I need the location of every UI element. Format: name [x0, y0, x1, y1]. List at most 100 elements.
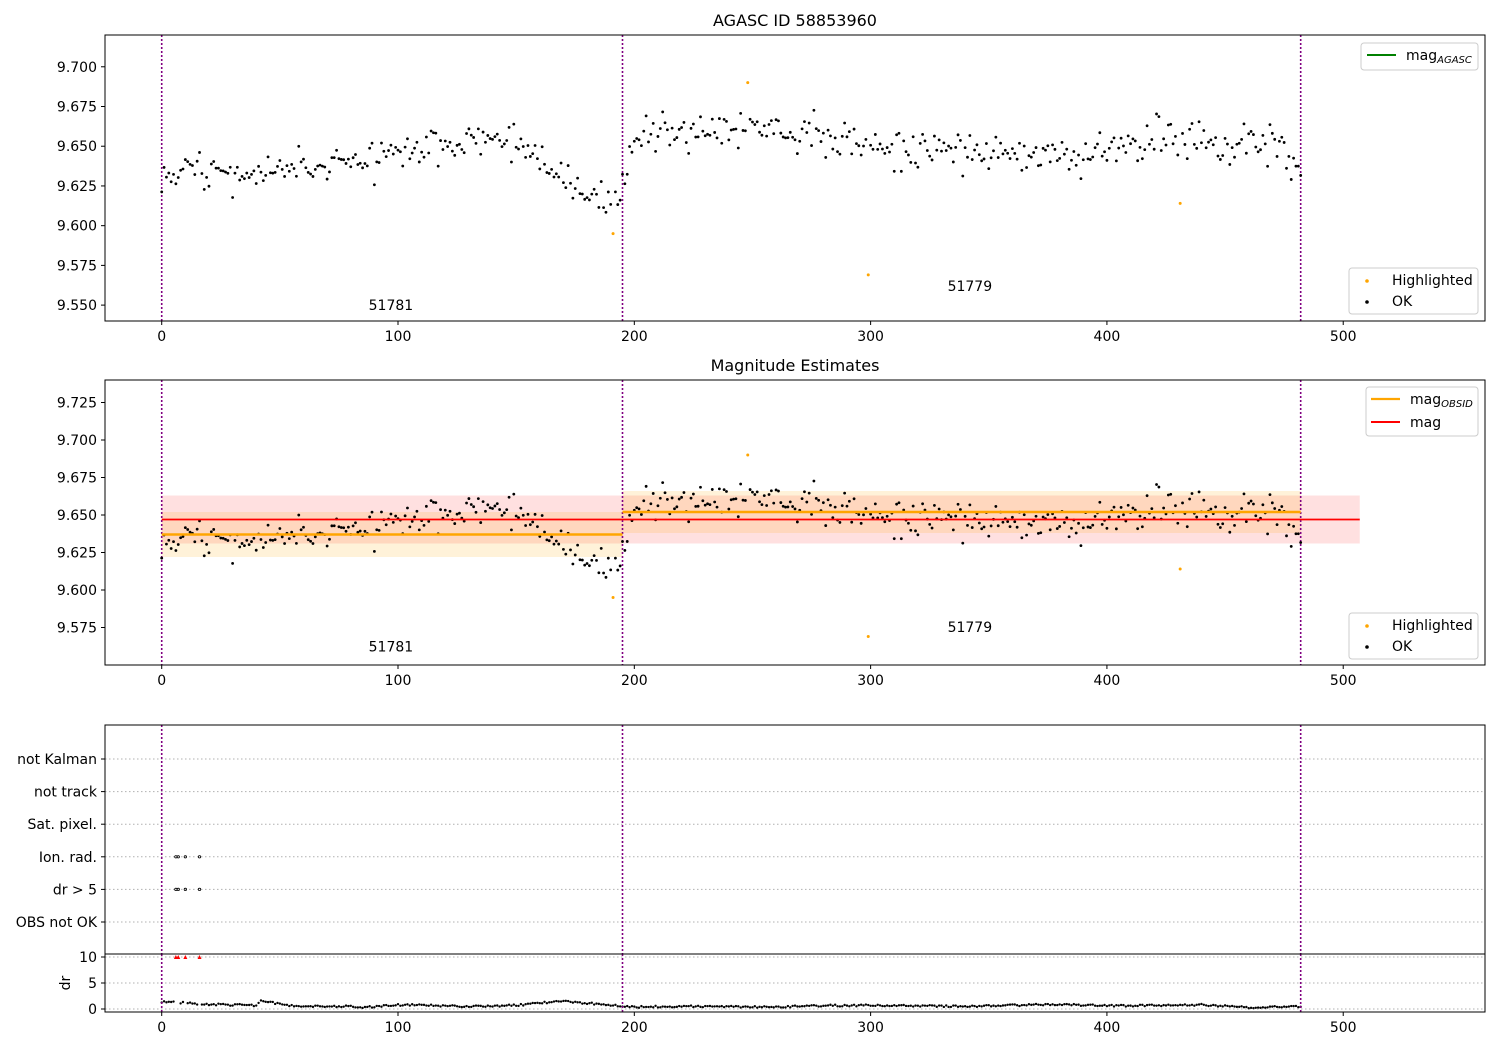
- dr-point: [510, 1004, 513, 1007]
- x-tick-label: 100: [385, 329, 412, 345]
- dr-point: [760, 1006, 764, 1009]
- ok-point: [1152, 147, 1156, 151]
- ok-point: [1247, 132, 1251, 136]
- ok-point: [1032, 151, 1036, 154]
- ok-point: [257, 164, 260, 168]
- ok-point: [476, 497, 480, 501]
- dr-point: [1119, 1003, 1123, 1007]
- ok-point: [1079, 544, 1083, 548]
- dr-point: [500, 1004, 504, 1007]
- dr-point: [859, 1003, 863, 1006]
- dr-point: [1011, 1003, 1014, 1006]
- ok-point: [474, 141, 478, 145]
- ok-point: [1289, 544, 1293, 548]
- dr-point: [1226, 1004, 1229, 1008]
- ok-point: [377, 529, 381, 532]
- ok-point: [753, 123, 757, 126]
- ok-point: [576, 543, 580, 547]
- dr-point: [1032, 1003, 1035, 1006]
- flag-point: [197, 887, 202, 892]
- ok-point: [554, 539, 558, 543]
- dr-point: [836, 1005, 839, 1008]
- ok-point: [703, 134, 707, 138]
- dr-point: [529, 1002, 532, 1005]
- ok-point: [559, 161, 563, 165]
- ok-point: [547, 172, 551, 175]
- ok-point: [1015, 157, 1019, 161]
- ok-point: [1287, 523, 1291, 527]
- ok-point: [859, 153, 863, 157]
- ok-point: [762, 124, 766, 128]
- ok-point: [800, 497, 804, 501]
- ok-point: [417, 528, 421, 532]
- ok-point: [1039, 163, 1043, 167]
- ok-point: [1266, 532, 1270, 536]
- ok-point: [505, 508, 509, 512]
- dr-point: [167, 1000, 171, 1004]
- estimates-marks: 51781 51779: [160, 380, 1360, 665]
- ok-point: [701, 129, 705, 133]
- dr-point: [413, 1004, 416, 1007]
- dr-point: [366, 1005, 369, 1009]
- ok-point: [845, 135, 849, 139]
- ok-point: [1070, 526, 1073, 530]
- dr-point: [207, 1003, 211, 1007]
- ok-point: [985, 142, 988, 145]
- estimates-panel-title: Magnitude Estimates: [711, 356, 880, 375]
- ok-point: [765, 504, 769, 507]
- ok-point: [224, 537, 227, 541]
- ok-point: [1270, 131, 1274, 135]
- ok-point: [235, 165, 239, 169]
- ok-point: [406, 137, 409, 141]
- ok-point: [569, 548, 572, 552]
- ok-point: [661, 110, 665, 114]
- ok-point: [193, 173, 197, 176]
- ok-point: [961, 174, 965, 178]
- ok-point: [774, 488, 778, 492]
- ok-point: [717, 117, 721, 120]
- dr-axis-label: dr: [58, 975, 74, 990]
- x-tick-label: 500: [1330, 329, 1357, 345]
- ok-point: [337, 157, 341, 161]
- ok-point: [597, 206, 601, 209]
- ok-point: [351, 156, 355, 160]
- ok-point: [812, 479, 816, 483]
- dr-point: [304, 1005, 308, 1008]
- ok-point: [970, 158, 974, 161]
- ok-point: [670, 126, 674, 130]
- ok-point: [580, 192, 584, 196]
- ok-point: [498, 508, 502, 511]
- ok-point: [285, 164, 289, 167]
- ok-point: [871, 147, 875, 151]
- ok-point: [739, 111, 743, 115]
- ok-point: [753, 493, 757, 496]
- ok-point: [1211, 143, 1215, 147]
- dr-point: [883, 1005, 886, 1008]
- ok-point: [512, 122, 516, 126]
- dr-point: [479, 1004, 482, 1008]
- ok-point: [817, 498, 821, 502]
- dr-point: [1228, 1005, 1231, 1008]
- ok-point: [618, 198, 622, 202]
- ok-point: [769, 489, 773, 493]
- dr-point: [505, 1004, 508, 1007]
- x-tick-label: 300: [857, 673, 884, 689]
- dr-point: [1249, 1006, 1253, 1010]
- ok-point: [1067, 535, 1071, 539]
- ok-point: [847, 130, 851, 134]
- dr-point: [1221, 1005, 1224, 1008]
- ok-point: [909, 160, 913, 164]
- ok-point: [1294, 164, 1298, 168]
- ok-point: [1181, 132, 1184, 135]
- ok-point: [302, 525, 305, 529]
- dr-point: [746, 1005, 749, 1008]
- ok-point: [346, 157, 350, 161]
- dr-point: [522, 1004, 525, 1007]
- y-tick-label: 9.600: [57, 583, 97, 599]
- ok-point: [1020, 168, 1024, 172]
- ok-point: [640, 513, 643, 516]
- dr-point: [1285, 1005, 1288, 1009]
- ok-point: [339, 158, 343, 161]
- dr-point: [562, 999, 565, 1003]
- dr-point: [727, 1005, 731, 1008]
